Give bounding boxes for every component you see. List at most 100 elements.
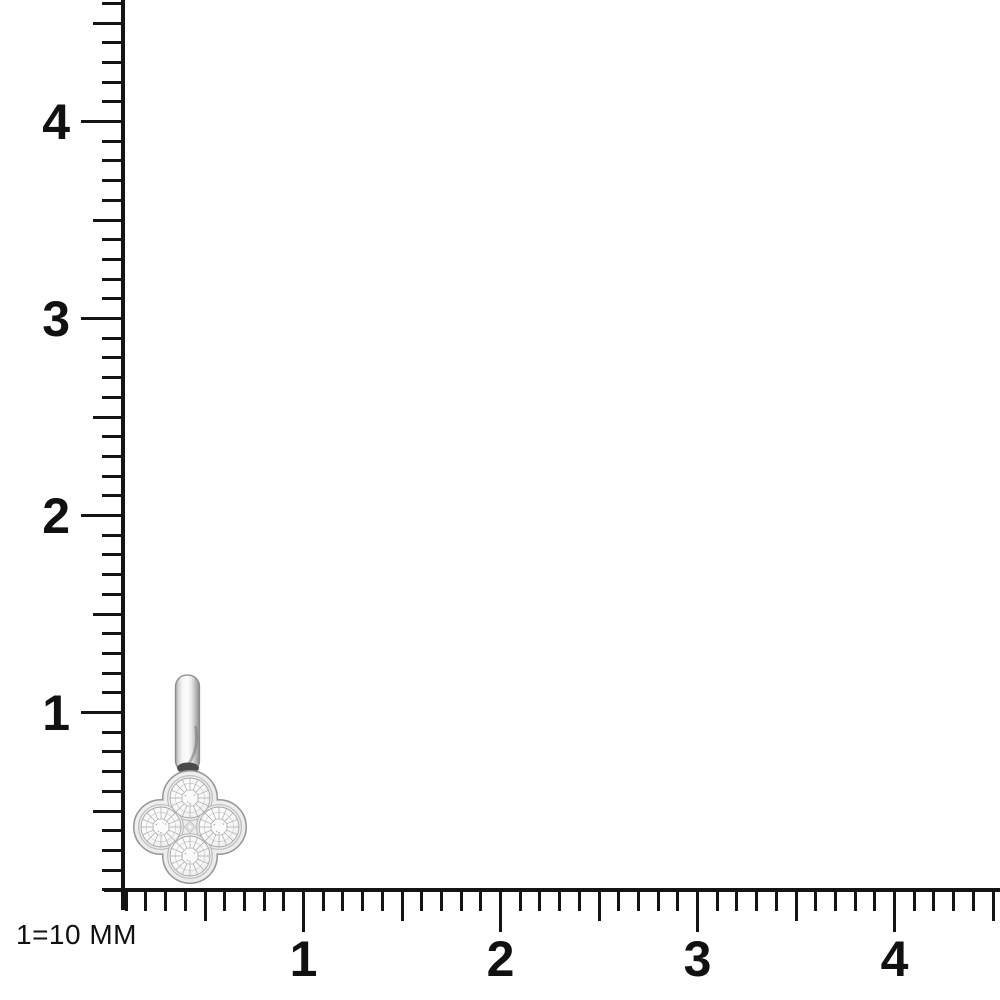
left-ruler-tick xyxy=(102,395,125,399)
bottom-ruler-tick xyxy=(361,888,365,911)
bottom-ruler-tick xyxy=(439,888,443,911)
left-ruler-tick xyxy=(102,829,125,833)
pendant-stone xyxy=(198,806,240,848)
left-ruler-tick xyxy=(102,770,125,774)
left-ruler-tick xyxy=(102,454,125,458)
bottom-ruler-tick xyxy=(873,888,877,911)
bottom-ruler-tick xyxy=(735,888,739,911)
bottom-ruler-tick xyxy=(538,888,542,911)
left-ruler-tick xyxy=(102,100,125,104)
pendant-clover xyxy=(133,770,247,884)
left-ruler-tick xyxy=(81,317,125,320)
bottom-ruler-tick xyxy=(302,888,305,932)
left-ruler-tick xyxy=(102,179,125,183)
left-ruler-tick xyxy=(102,553,125,557)
left-ruler-tick xyxy=(102,494,125,498)
left-ruler-tick xyxy=(93,21,125,25)
left-ruler-tick xyxy=(93,218,125,222)
bottom-ruler-tick xyxy=(499,888,502,932)
bottom-ruler-tick xyxy=(518,888,522,911)
left-ruler-tick xyxy=(102,888,125,892)
left-ruler-tick xyxy=(102,592,125,596)
left-ruler-tick xyxy=(102,474,125,478)
left-ruler-tick xyxy=(93,612,125,616)
left-ruler-tick xyxy=(102,848,125,852)
bottom-ruler-label: 2 xyxy=(486,931,515,987)
left-ruler-tick xyxy=(102,198,125,202)
bottom-ruler-tick xyxy=(380,888,384,911)
left-ruler-label: 4 xyxy=(42,93,70,150)
bottom-ruler-tick xyxy=(262,888,266,911)
bottom-ruler-tick xyxy=(715,888,719,911)
pendant-stone xyxy=(140,806,182,848)
left-ruler-tick xyxy=(102,573,125,577)
bottom-ruler-tick xyxy=(636,888,640,911)
bottom-ruler-tick xyxy=(696,888,699,932)
bottom-ruler-label: 1 xyxy=(289,931,318,987)
bottom-ruler-tick xyxy=(755,888,759,911)
left-ruler-tick xyxy=(102,789,125,793)
left-ruler-tick xyxy=(102,336,125,340)
left-ruler-label: 2 xyxy=(42,487,70,544)
left-ruler-tick xyxy=(102,41,125,45)
left-ruler-tick xyxy=(102,533,125,537)
bottom-ruler-tick xyxy=(321,888,325,911)
bottom-ruler-tick xyxy=(124,888,128,911)
bottom-ruler-tick xyxy=(242,888,246,911)
pendant-stone xyxy=(169,835,211,877)
left-ruler-tick xyxy=(102,651,125,655)
pendant-bail xyxy=(174,674,201,774)
left-ruler-tick xyxy=(102,80,125,84)
bottom-ruler-tick xyxy=(774,888,778,911)
bottom-ruler-tick xyxy=(833,888,837,911)
bottom-ruler-tick xyxy=(479,888,483,911)
bottom-ruler-tick xyxy=(597,888,601,921)
bottom-ruler-tick xyxy=(814,888,818,911)
left-ruler-tick xyxy=(81,120,125,123)
left-ruler-tick xyxy=(102,730,125,734)
bottom-ruler-tick xyxy=(912,888,916,911)
bottom-ruler-tick xyxy=(853,888,857,911)
left-ruler-tick xyxy=(102,868,125,872)
bottom-ruler-tick xyxy=(459,888,463,911)
left-ruler-tick xyxy=(102,435,125,439)
bottom-ruler-tick xyxy=(617,888,621,911)
pendant-center-accent xyxy=(183,820,197,834)
bottom-ruler-tick xyxy=(400,888,404,921)
bottom-ruler-line xyxy=(104,888,1000,892)
bottom-ruler-tick xyxy=(223,888,227,911)
bottom-ruler-tick xyxy=(577,888,581,911)
bottom-ruler-tick xyxy=(932,888,936,911)
bottom-ruler-tick xyxy=(558,888,562,911)
bottom-ruler-tick xyxy=(203,888,207,921)
left-ruler-tick xyxy=(102,632,125,636)
left-ruler-tick xyxy=(81,514,125,517)
left-ruler-tick xyxy=(102,1,125,5)
bottom-ruler-label: 4 xyxy=(880,931,909,987)
bottom-ruler-tick xyxy=(282,888,286,911)
stone-bezels xyxy=(138,775,242,879)
bottom-ruler-tick xyxy=(144,888,148,911)
bottom-ruler-tick xyxy=(656,888,660,911)
bottom-ruler-label: 3 xyxy=(683,931,712,987)
scale-note: 1=10 MM xyxy=(16,919,137,950)
left-ruler-label: 3 xyxy=(42,290,70,347)
left-ruler-tick xyxy=(81,711,125,714)
left-ruler-tick xyxy=(102,356,125,360)
left-ruler-tick xyxy=(93,415,125,419)
bottom-ruler-tick xyxy=(794,888,798,921)
bottom-ruler-tick xyxy=(341,888,345,911)
left-ruler-label: 1 xyxy=(42,684,70,741)
bottom-ruler-tick xyxy=(991,888,995,921)
left-ruler-tick xyxy=(93,809,125,813)
left-ruler-tick xyxy=(102,671,125,675)
left-ruler-tick xyxy=(102,691,125,695)
bottom-ruler-tick xyxy=(893,888,896,932)
left-ruler-tick xyxy=(102,257,125,261)
pendant-stones xyxy=(140,777,240,877)
left-ruler-tick xyxy=(102,297,125,301)
left-ruler-tick xyxy=(102,376,125,380)
left-ruler-tick xyxy=(102,60,125,64)
